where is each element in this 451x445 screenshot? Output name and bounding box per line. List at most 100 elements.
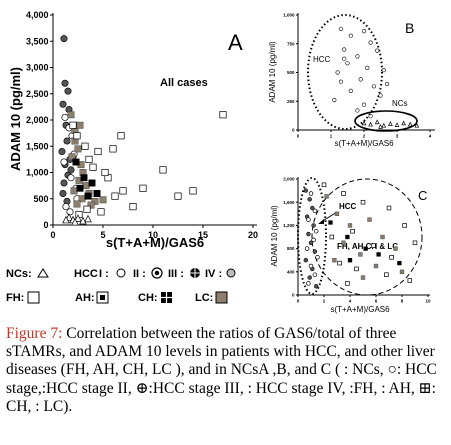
panel-a-x-tick-label: 20 (248, 230, 258, 240)
panel-c-point-square-dark-fill (367, 217, 372, 222)
legend-fh-marker (27, 291, 40, 304)
panel-a-point-square-open (189, 187, 197, 195)
panel-a-point-square-open (81, 142, 89, 150)
panel-a-point-square-dark-fill (74, 145, 82, 153)
panel-b-point-hcc-mixed (368, 40, 373, 45)
panel-b-y-tick-label: 750 (287, 41, 295, 46)
panel-a-point-square-cross (84, 192, 92, 200)
panel-a-y-tick-label: 500 (33, 194, 48, 204)
legend: NCs: HCC I : II : III : IV : FH: AH: CH:… (6, 267, 236, 304)
panel-c-point-square-dark-fill (341, 240, 346, 245)
panel-a-point-square-dark-fill (87, 201, 95, 209)
panel-a-point-hcc-filled-circle (59, 100, 67, 108)
panel-a-point-square-dark-fill (91, 197, 99, 205)
panel-c-point-square-cross (347, 258, 353, 263)
panel-b-point-nc-triangle (414, 122, 420, 128)
panel-a-point-square-dark-fill (99, 196, 107, 204)
panel-a-point-square-dark-fill (73, 200, 81, 208)
legend-hcc-prefix: HCC (74, 268, 98, 280)
panel-b-point-hcc-mixed (371, 84, 377, 89)
panel-c-point-hcc-open-circle (306, 281, 311, 286)
panel-c-x-tick-label: 4 (349, 299, 352, 304)
panel-c-point-square-open (389, 255, 394, 260)
panel-b-x-tick-label: 3 (396, 134, 399, 139)
panel-c-point-square-open (360, 199, 366, 205)
panel-c-point-hcc-open-circle (315, 255, 320, 260)
panel-c-point-square-open (354, 266, 359, 272)
panel-c-point-square-cross (345, 234, 350, 240)
panel-c-point-square-dark-fill (360, 275, 366, 280)
panel-b-point-hcc-mixed (368, 114, 373, 119)
legend-lc-marker (215, 291, 228, 304)
panel-c-x-tick-label: 10 (425, 299, 431, 304)
legend-ncs-triangle-marker (37, 268, 49, 278)
panel-c-point-square-dark-fill (393, 246, 398, 251)
legend-stage1-marker (116, 268, 126, 278)
panel-b-hcc-ellipse (307, 14, 383, 130)
legend-stage4-label: IV : (205, 268, 222, 280)
panel-a-point-square-cross (72, 158, 80, 166)
panel-b-y-tick-label: 1,000 (283, 13, 295, 18)
panel-a-x-label: s(T+A+M)/GAS6 (106, 235, 204, 250)
panel-b-point-hcc-mixed (332, 97, 337, 103)
panel-a-point-square-open (117, 132, 125, 140)
panel-c-hcc-arrowhead (318, 219, 324, 224)
panel-a-point-square-open (139, 184, 147, 192)
panel-a-point-square-open (73, 132, 81, 140)
legend-ch-label: CH: (138, 292, 158, 304)
panel-a-point-square-open (159, 166, 167, 174)
panel-b-x-tick-label: 2 (363, 134, 366, 139)
panel-b-point-hcc-mixed (348, 88, 353, 93)
legend-ncs-label: NCs: (6, 268, 32, 280)
panel-a-label: A (228, 30, 243, 55)
panel-a-point-hcc-filled-circle (64, 87, 72, 95)
panel-b-point-hcc-mixed (375, 48, 380, 53)
panel-c-point-hcc-open-circle (308, 191, 314, 196)
panel-c-point-hcc-open-circle (306, 217, 311, 222)
panel-c-hcc-ellipse (297, 177, 327, 295)
panel-b-point-hcc-mixed (342, 56, 347, 61)
panel-b-point-nc-triangle (368, 121, 373, 127)
panel-a-point-square-open (129, 203, 137, 211)
legend-stage3-label: III : (168, 268, 184, 280)
panel-a-point-square-cross (76, 184, 84, 192)
panel-c-point-hcc-open-circle (313, 228, 319, 234)
panel-a-point-square-cross (88, 179, 96, 187)
panel-c-point-square-cross (363, 246, 368, 251)
panel-c-point-square-dark-fill (399, 269, 405, 274)
panel-c-point-hcc-filled-circle (303, 188, 308, 193)
panel-b-point-hcc-mixed (381, 68, 386, 73)
panel-c-point-square-open (329, 234, 335, 240)
panel-c-point-square-cross (376, 252, 381, 257)
panel-b-point-hcc-mixed (335, 70, 340, 75)
panel-c-point-hcc-filled-circle (307, 197, 312, 202)
panel-a-point-square-open (101, 168, 109, 177)
panel-a-annotation: All cases (160, 77, 208, 89)
panel-b-y-tick-label: 500 (287, 70, 295, 75)
panel-a-y-tick-label: 0 (43, 220, 48, 230)
panel-b-y-label: ADAM 10 (pg/ml) (268, 41, 277, 103)
panel-c-point-square-dark-fill (334, 211, 340, 216)
panel-a-point-square-open (111, 192, 119, 200)
panel-c-point-square-open (350, 228, 355, 234)
panel-c-x-label: s(T+A+M)/GAS6 (330, 305, 390, 314)
panel-c-point-hcc-open-circle (312, 272, 318, 277)
panel-a-point-hcc-open-circle (62, 203, 70, 211)
panel-b-x-tick-label: 0 (297, 134, 300, 139)
panel-c-y-tick-label: 400 (287, 269, 295, 274)
panel-c-point-square-open (384, 272, 389, 277)
panel-b-point-nc-triangle (381, 122, 387, 128)
panel-c-y-tick-label: 1,600 (283, 200, 295, 205)
panel-b: B s(T+A+M)/GAS6 ADAM 10 (pg/ml) HCC NCs … (268, 13, 435, 148)
panel-b-point-hcc-mixed (361, 29, 367, 34)
panel-c-y-tick-label: 800 (287, 246, 295, 251)
panel-a-point-square-dark-fill (67, 111, 75, 119)
panel-a-point-square-dark-fill (76, 121, 84, 129)
panel-a-point-square-open (109, 145, 117, 153)
panel-a-point-square-open (174, 192, 182, 200)
panel-b-point-nc-triangle (401, 120, 406, 126)
panel-a-point-square-open (89, 163, 97, 171)
panel-a-point-nc-triangle (84, 214, 92, 223)
panel-c-point-square-dark-fill (380, 234, 385, 240)
panel-c-point-square-dark-fill (373, 263, 379, 269)
